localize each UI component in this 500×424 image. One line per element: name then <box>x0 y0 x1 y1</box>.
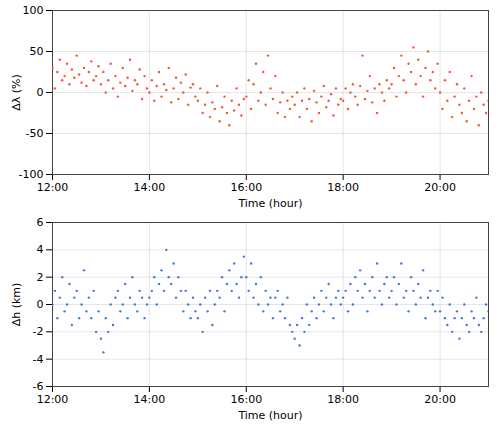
svg-text:18:00: 18:00 <box>327 393 359 406</box>
svg-text:Δh (km): Δh (km) <box>10 283 23 327</box>
svg-text:-2: -2 <box>33 325 44 338</box>
svg-text:4: 4 <box>37 243 44 256</box>
svg-text:100: 100 <box>23 4 44 17</box>
svg-text:12:00: 12:00 <box>37 393 69 406</box>
svg-text:2: 2 <box>37 271 44 284</box>
svg-text:20:00: 20:00 <box>424 181 456 194</box>
svg-text:12:00: 12:00 <box>37 181 69 194</box>
svg-text:-6: -6 <box>33 380 44 393</box>
svg-text:0: 0 <box>37 298 44 311</box>
svg-text:14:00: 14:00 <box>134 393 166 406</box>
svg-text:20:00: 20:00 <box>424 393 456 406</box>
svg-text:-50: -50 <box>26 127 44 140</box>
svg-text:14:00: 14:00 <box>134 181 166 194</box>
svg-text:Time (hour): Time (hour) <box>237 409 302 422</box>
svg-text:16:00: 16:00 <box>230 393 262 406</box>
svg-text:16:00: 16:00 <box>230 181 262 194</box>
svg-text:0: 0 <box>37 86 44 99</box>
svg-text:50: 50 <box>30 45 44 58</box>
svg-text:-4: -4 <box>33 353 44 366</box>
svg-text:-100: -100 <box>19 168 44 181</box>
svg-text:18:00: 18:00 <box>327 181 359 194</box>
svg-text:Time (hour): Time (hour) <box>237 197 302 210</box>
svg-text:Δλ (%): Δλ (%) <box>10 74 23 111</box>
svg-text:6: 6 <box>37 216 44 229</box>
